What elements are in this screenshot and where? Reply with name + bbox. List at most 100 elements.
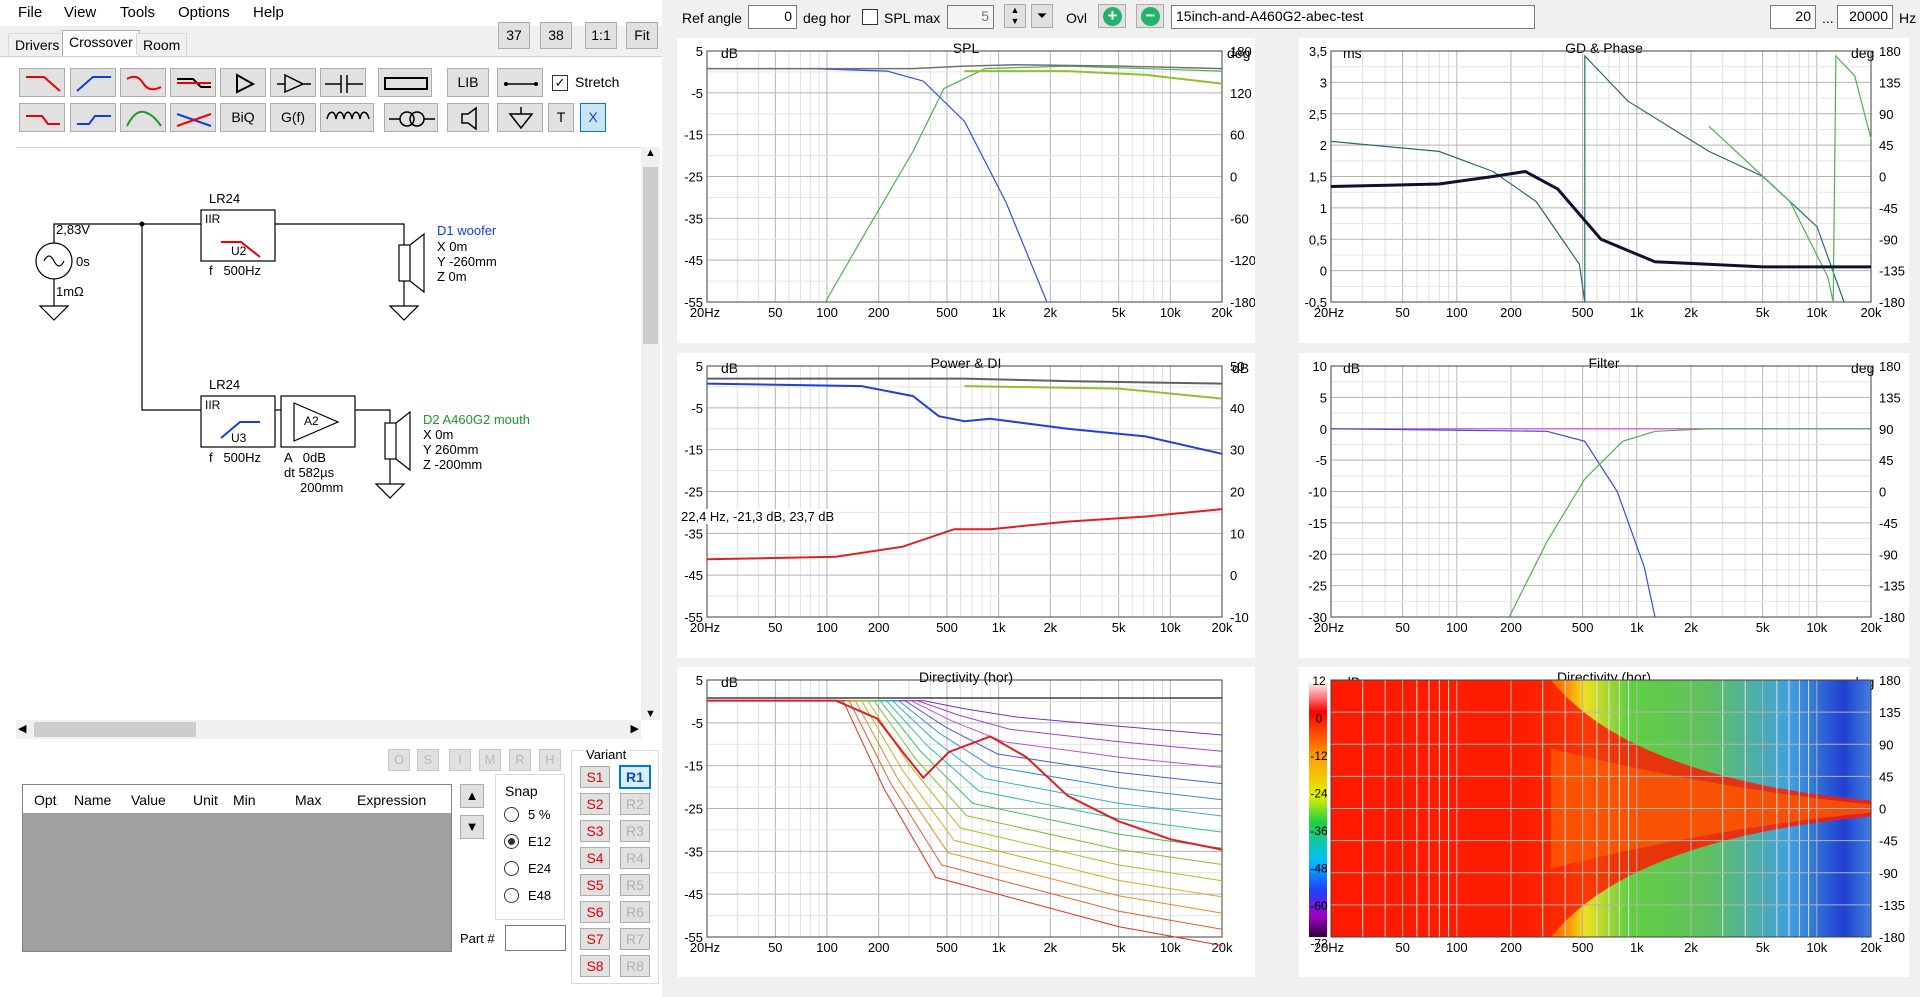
opt-r-button[interactable]: R (509, 749, 531, 771)
col-max: Max (295, 792, 322, 808)
add-overlay-button[interactable]: + (1098, 4, 1126, 28)
menu-file[interactable]: File (18, 4, 43, 21)
directivity-plot[interactable]: Directivity (hor) dB 20Hz 50 100 200 500 1k 2k… (677, 667, 1255, 977)
dir-xtick-7: 5k (1112, 940, 1126, 955)
variant-s5-button[interactable]: S5 (580, 874, 610, 896)
variant-r5-button[interactable]: R5 (620, 874, 650, 896)
power-di-plot[interactable]: Power & DI dB dB 20Hz 50 100 200 500 1k 2k 5k 10… (677, 353, 1255, 658)
zoom-1to1-button[interactable]: 1:1 (585, 22, 617, 49)
spl-max-spinner[interactable]: ▲ ▼ (1004, 4, 1026, 28)
capacitor-tool[interactable] (320, 68, 366, 97)
schematic-hscroll[interactable]: ◀ ▶ (16, 720, 641, 739)
variant-s2-button[interactable]: S2 (580, 793, 610, 815)
ref-angle-input[interactable]: 0 (748, 5, 797, 29)
snap-e24-radio[interactable] (504, 861, 519, 876)
zoom-fit-button[interactable]: Fit (626, 22, 658, 49)
map-ytick-right-4: 0 (1879, 802, 1886, 817)
tab-drivers[interactable]: Drivers (8, 33, 67, 55)
filter-plot[interactable]: Filter dB deg 20Hz 50 100 200 500 1k 2k 5k 10k 20… (1299, 353, 1909, 658)
x-tool[interactable]: X (580, 103, 606, 132)
tab-crossover[interactable]: Crossover (62, 30, 140, 56)
highpass-blue-2-tool[interactable] (70, 103, 116, 132)
snap-e12-radio[interactable] (504, 834, 519, 849)
power-response-curve (706, 382, 1223, 455)
opt-o-button[interactable]: O (388, 749, 410, 771)
ground-tool[interactable] (497, 103, 543, 132)
snap-5pct-radio[interactable] (504, 807, 519, 822)
gd-phase-plot[interactable]: GD & Phase ms deg 20Hz 50 100 200 500 1k 2k 5k 1… (1299, 38, 1909, 343)
freq-min-input[interactable]: 20 (1770, 5, 1816, 29)
wire-tool[interactable] (497, 68, 543, 97)
highpass-blue-tool[interactable] (70, 68, 116, 97)
project-name-field[interactable]: 15inch-and-A460G2-abec-test (1171, 5, 1535, 29)
stretch-checkbox[interactable]: ✓ (552, 75, 568, 91)
collapse-button[interactable]: ⏷ (1031, 4, 1053, 28)
biquad-button[interactable]: BiQ (220, 103, 266, 132)
menu-view[interactable]: View (64, 4, 97, 21)
snap-e24-label: E24 (528, 861, 552, 876)
gf-button[interactable]: G(f) (270, 103, 316, 132)
amplifier-tool[interactable] (270, 68, 316, 97)
spl-max-input[interactable]: 5 (947, 5, 994, 29)
filter-ytick-left-4: -10 (1308, 485, 1327, 500)
variant-r4-button[interactable]: R4 (620, 847, 650, 869)
menu-tools[interactable]: Tools (120, 4, 156, 21)
gd-left-unit: ms (1343, 45, 1362, 61)
text-tool[interactable]: T (548, 103, 574, 132)
filter-ytick-right-1: 135 (1879, 390, 1901, 405)
variant-r3-button[interactable]: R3 (620, 820, 650, 842)
variant-r7-button[interactable]: R7 (620, 928, 650, 950)
map-scale-tick-1: 0 (1316, 712, 1323, 726)
shelf-tool[interactable] (170, 68, 216, 97)
zoom-37-button[interactable]: 37 (498, 22, 530, 49)
variant-s6-button[interactable]: S6 (580, 901, 610, 923)
move-down-button[interactable]: ▼ (460, 815, 484, 839)
transformer-tool[interactable] (384, 103, 438, 132)
dir-curve-12 (707, 700, 1223, 930)
spl-plot[interactable]: SPL dB deg 20Hz 50 100 200 500 1k 2k 5k 10k 20k 5 -… (677, 38, 1255, 343)
schematic-vscroll[interactable]: ▲ ▼ (641, 147, 660, 720)
remove-overlay-button[interactable]: − (1136, 4, 1164, 28)
snap-e48-radio[interactable] (504, 888, 519, 903)
gd-ytick-right-3: 45 (1879, 138, 1893, 153)
inductor-tool[interactable] (320, 103, 374, 132)
bandpass-green-tool[interactable] (120, 103, 166, 132)
variant-r8-button[interactable]: R8 (620, 955, 650, 977)
variant-s3-button[interactable]: S3 (580, 820, 610, 842)
notch-tool[interactable] (170, 103, 216, 132)
menu-options[interactable]: Options (178, 4, 230, 21)
resistor-tool[interactable] (378, 68, 432, 97)
freq-max-input[interactable]: 20000 (1837, 5, 1893, 29)
variant-r6-button[interactable]: R6 (620, 901, 650, 923)
parameter-table[interactable]: Opt Name Value Unit Min Max Expression (22, 784, 452, 952)
variant-s4-button[interactable]: S4 (580, 847, 610, 869)
variant-s7-button[interactable]: S7 (580, 928, 610, 950)
lowpass-red-tool[interactable] (19, 68, 65, 97)
variant-s1-button[interactable]: S1 (580, 766, 610, 788)
spl-max-checkbox[interactable] (862, 9, 878, 25)
map-scale-tick-6: -60 (1310, 899, 1328, 913)
opt-h-button[interactable]: H (539, 749, 561, 771)
variant-s8-button[interactable]: S8 (580, 955, 610, 977)
speaker-tool[interactable] (447, 103, 489, 132)
move-up-button[interactable]: ▲ (460, 784, 484, 808)
menu-help[interactable]: Help (253, 4, 284, 21)
dir-curve-2 (707, 700, 1223, 768)
power-ytick-left-5: -45 (684, 568, 703, 583)
zoom-38-button[interactable]: 38 (540, 22, 572, 49)
dir-curve-6 (707, 700, 1223, 833)
opt-i-button[interactable]: I (449, 749, 471, 771)
allpass-red-tool[interactable] (120, 68, 166, 97)
opt-m-button[interactable]: M (479, 749, 501, 771)
schematic-canvas[interactable]: 2,83V 0s 1mΩ LR24 IIR U2 f 500Hz D1 woof… (16, 147, 641, 720)
variant-r2-button[interactable]: R2 (620, 793, 650, 815)
part-input[interactable] (505, 925, 566, 951)
lowpass-red-2-tool[interactable] (19, 103, 65, 132)
directivity-map-plot[interactable]: Directivity (hor) dB deg 120-12-24-36-48… (1299, 667, 1909, 977)
opt-s-button[interactable]: S (417, 749, 439, 771)
spl-xtick-6: 2k (1043, 305, 1057, 320)
buffer-tool[interactable] (220, 68, 266, 97)
tab-room[interactable]: Room (136, 33, 188, 55)
lib-button[interactable]: LIB (447, 68, 489, 97)
variant-r1-button[interactable]: R1 (619, 765, 651, 789)
